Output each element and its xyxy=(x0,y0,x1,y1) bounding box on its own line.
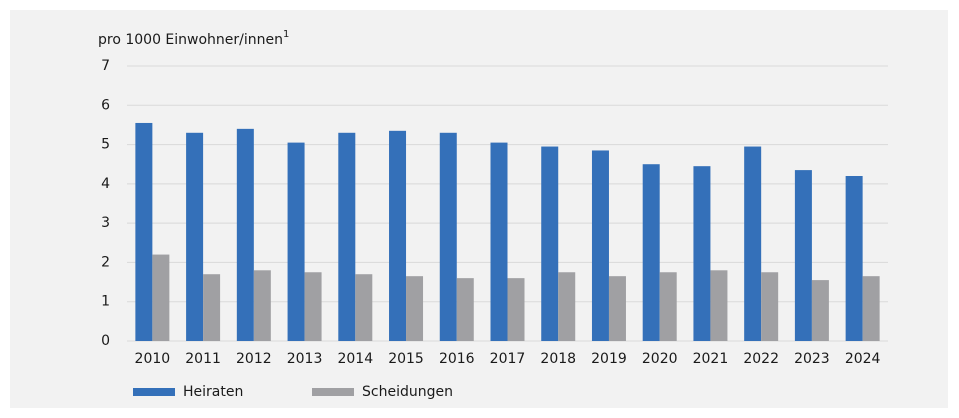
x-tick-label: 2020 xyxy=(642,351,678,367)
bar xyxy=(558,272,576,341)
legend-swatch xyxy=(133,388,175,396)
y-tick-label: 6 xyxy=(101,97,110,113)
bar xyxy=(642,164,660,341)
y-tick-label: 2 xyxy=(101,254,110,270)
x-tick-label: 2023 xyxy=(794,351,830,367)
bar xyxy=(761,272,779,341)
bar xyxy=(862,276,880,341)
y-axis-label-text: pro 1000 Einwohner/innen xyxy=(98,32,283,48)
bar xyxy=(811,280,829,341)
bar xyxy=(236,128,254,341)
bar xyxy=(659,272,677,341)
y-tick-label: 4 xyxy=(101,176,110,192)
bar xyxy=(744,146,762,341)
legend-swatch xyxy=(312,388,354,396)
bar xyxy=(456,278,474,341)
footnote-marker: 1 xyxy=(283,29,289,40)
bar xyxy=(490,142,508,341)
bar xyxy=(304,272,322,341)
y-tick-label: 1 xyxy=(101,294,110,310)
x-tick-label: 2014 xyxy=(337,351,373,367)
x-tick-label: 2017 xyxy=(490,351,526,367)
chart-background xyxy=(10,10,948,408)
x-tick-label: 2011 xyxy=(185,351,221,367)
x-tick-label: 2022 xyxy=(743,351,779,367)
bar xyxy=(287,142,305,341)
bar xyxy=(608,276,626,341)
y-tick-label: 5 xyxy=(101,137,110,153)
y-tick-label: 3 xyxy=(101,215,110,231)
bar xyxy=(389,130,407,341)
legend-label: Heiraten xyxy=(183,384,243,400)
bar xyxy=(152,254,170,341)
x-tick-label: 2013 xyxy=(287,351,323,367)
bar xyxy=(338,132,356,341)
bar xyxy=(439,132,457,341)
x-tick-label: 2024 xyxy=(845,351,881,367)
x-tick-label: 2019 xyxy=(591,351,627,367)
bar xyxy=(507,278,525,341)
bar xyxy=(186,132,204,341)
legend-label: Scheidungen xyxy=(362,384,453,400)
bar xyxy=(541,146,559,341)
y-tick-label: 0 xyxy=(101,333,110,349)
bar xyxy=(693,166,711,341)
y-tick-label: 7 xyxy=(101,58,110,74)
bar xyxy=(203,274,221,341)
bar xyxy=(794,170,812,341)
x-tick-label: 2010 xyxy=(135,351,171,367)
y-axis-label: pro 1000 Einwohner/innen1 xyxy=(98,29,289,48)
x-tick-label: 2012 xyxy=(236,351,272,367)
bar xyxy=(253,270,271,341)
x-tick-label: 2016 xyxy=(439,351,475,367)
bar xyxy=(355,274,373,341)
x-tick-label: 2018 xyxy=(540,351,576,367)
bar xyxy=(845,176,863,341)
bar xyxy=(710,270,728,341)
bar xyxy=(406,276,424,341)
x-tick-label: 2015 xyxy=(388,351,424,367)
bar xyxy=(591,150,609,341)
x-tick-label: 2021 xyxy=(693,351,729,367)
bar xyxy=(135,122,153,341)
